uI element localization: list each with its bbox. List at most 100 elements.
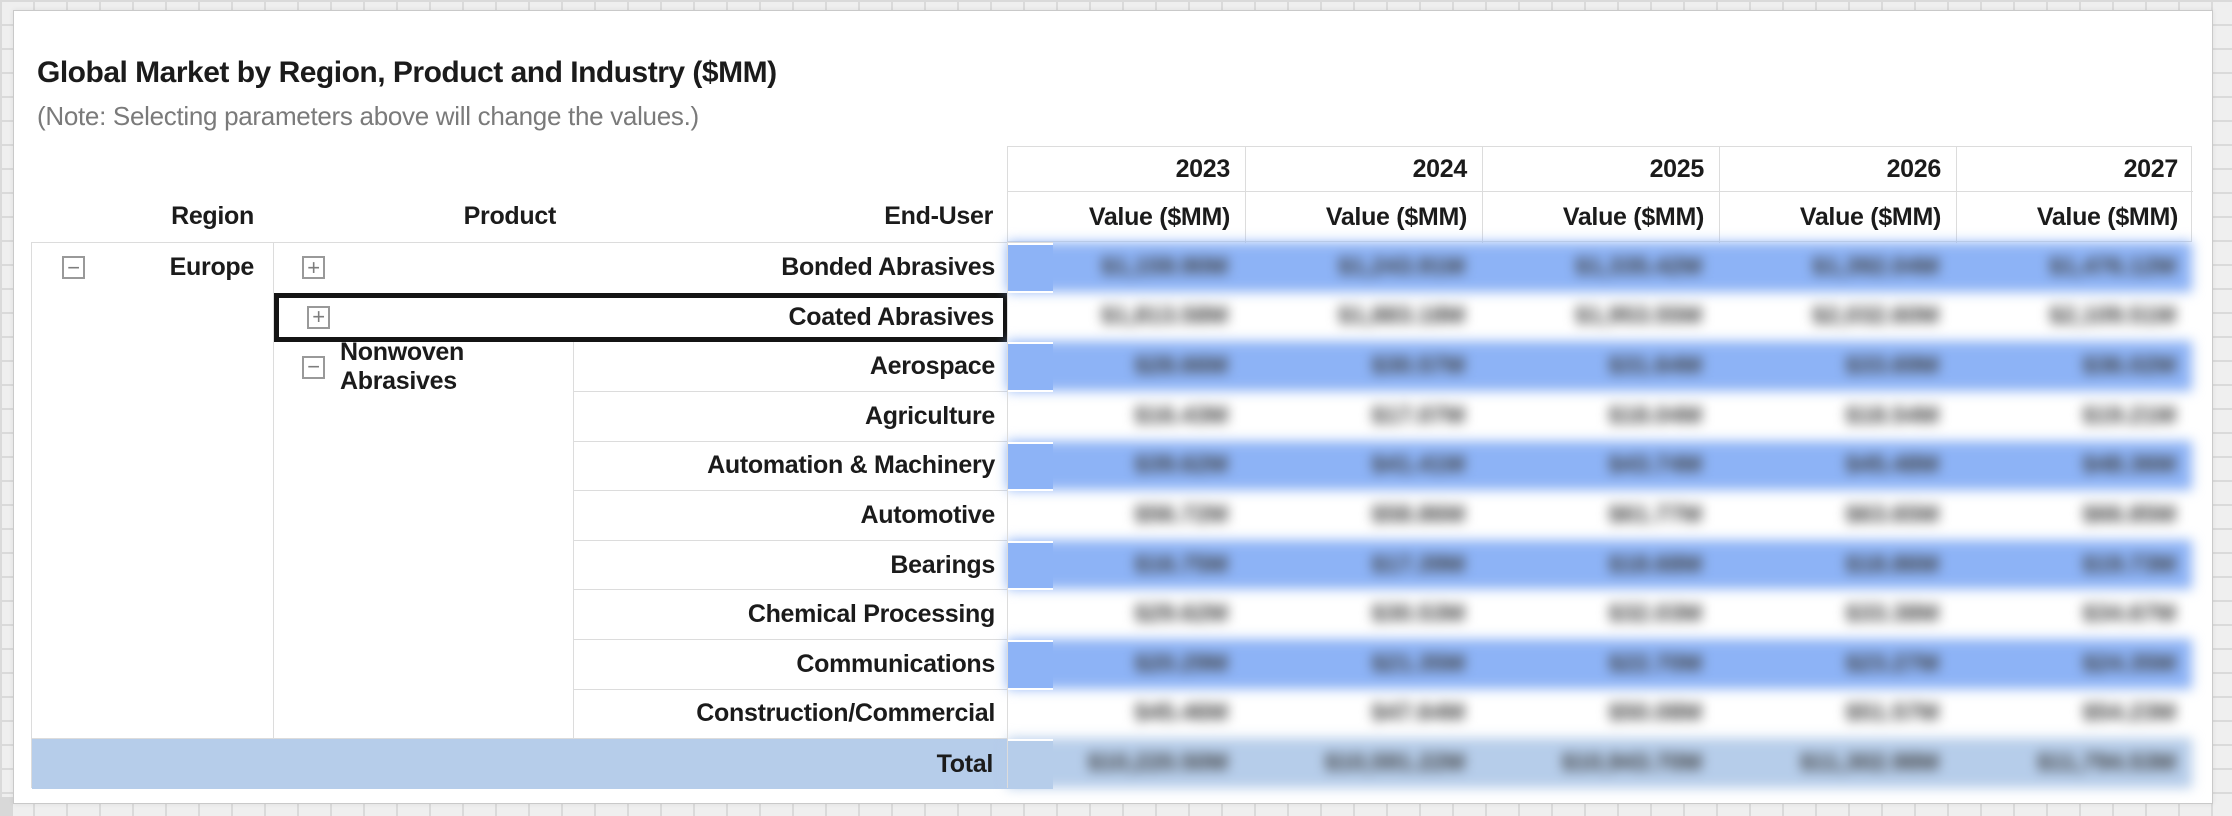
band-strip-segment — [1008, 392, 1053, 442]
value-cell[interactable]: $10,943.70M — [1561, 749, 1702, 777]
collapse-product-button[interactable]: − — [302, 355, 325, 379]
value-cell[interactable]: $47.64M — [1371, 699, 1465, 727]
value-cell[interactable]: $18.68M — [1608, 550, 1702, 578]
collapse-region-button[interactable]: − — [62, 256, 85, 280]
value-cell[interactable]: $30.57M — [1371, 352, 1465, 380]
year-header-2024[interactable]: 2024 — [1245, 147, 1482, 192]
year-header-2027[interactable]: 2027 — [1956, 147, 2193, 192]
end-user-cell[interactable]: Automotive — [574, 491, 1008, 541]
value-cell[interactable]: $10,591.22M — [1324, 749, 1465, 777]
value-cell[interactable]: $41.41M — [1371, 451, 1465, 479]
band-strip-segment — [1008, 342, 1053, 392]
value-row: $45.46M $47.64M $50.08M $51.57M $54.23M — [1007, 689, 2192, 739]
measure-header: Value ($MM) — [1245, 192, 1482, 243]
value-cell[interactable]: $54.23M — [2082, 699, 2176, 727]
value-row: $16.75M $17.39M $18.68M $18.86M $19.73M — [1007, 539, 2192, 590]
value-row: $1,159.90M $1,243.91M $1,335.42M $1,392.04M… — [1007, 242, 2192, 292]
value-cell[interactable]: $50.08M — [1608, 699, 1702, 727]
value-cell[interactable]: $61.77M — [1608, 500, 1702, 528]
end-user-cell[interactable]: Chemical Processing — [574, 590, 1008, 640]
value-cell[interactable]: $1,392.04M — [1812, 252, 1939, 280]
expand-product-button[interactable]: + — [302, 256, 325, 280]
value-cell[interactable]: $45.48M — [1845, 451, 1939, 479]
value-cell[interactable]: $1,953.55M — [1575, 302, 1702, 330]
end-user-cell[interactable]: Communications — [574, 640, 1008, 690]
scroll-corner — [0, 797, 13, 816]
value-cell[interactable]: $1,476.12M — [2049, 252, 2176, 280]
value-row: $28.66M $30.57M $31.64M $33.69M $36.02M — [1007, 341, 2192, 391]
value-cell[interactable]: $34.67M — [2082, 600, 2176, 628]
value-cell[interactable]: $43.74M — [1608, 451, 1702, 479]
value-cell[interactable]: $23.27M — [1845, 649, 1939, 677]
value-cell[interactable]: $2,109.51M — [2049, 302, 2176, 330]
value-cell[interactable]: $20.29M — [1134, 649, 1228, 677]
value-cell[interactable]: $56.72M — [1134, 500, 1228, 528]
value-cell[interactable]: $66.85M — [2082, 500, 2176, 528]
product-label: Coated Abrasives — [788, 302, 995, 331]
value-cell[interactable]: $18.86M — [1845, 550, 1939, 578]
value-cell[interactable]: $29.62M — [1134, 600, 1228, 628]
pivot-row-headers: − Europe + Bonded Abrasives + Coated Abr… — [31, 242, 1008, 789]
value-cell[interactable]: $16.75M — [1134, 550, 1228, 578]
value-cell[interactable]: $33.38M — [1845, 600, 1939, 628]
value-cell[interactable]: $1,159.90M — [1101, 252, 1228, 280]
value-cell[interactable]: $19.73M — [2082, 550, 2176, 578]
value-cell[interactable]: $30.53M — [1371, 600, 1465, 628]
product-group-label: Nonwoven Abrasives — [340, 338, 464, 396]
value-cell[interactable]: $21.35M — [1371, 649, 1465, 677]
value-cell[interactable]: $17.07M — [1371, 401, 1465, 429]
value-cell[interactable]: $48.36M — [2082, 451, 2176, 479]
value-cell[interactable]: $51.57M — [1845, 699, 1939, 727]
product-row-coated-abrasives-selected[interactable]: + Coated Abrasives — [274, 292, 1008, 343]
end-user-cell[interactable]: Construction/Commercial — [574, 690, 1008, 740]
band-strip-segment — [1008, 590, 1053, 640]
end-user-cell[interactable]: Automation & Machinery — [574, 442, 1008, 492]
pivot-column-headers: 2023 2024 2025 2026 2027 Value ($MM) Val… — [1007, 146, 2193, 243]
value-cell[interactable]: $58.86M — [1371, 500, 1465, 528]
value-row: $39.62M $41.41M $43.74M $45.48M $48.36M — [1007, 440, 2192, 491]
value-cell[interactable]: $28.66M — [1134, 352, 1228, 380]
value-cell[interactable]: $22.70M — [1608, 649, 1702, 677]
value-cell[interactable]: $39.62M — [1134, 451, 1228, 479]
measure-header: Value ($MM) — [1719, 192, 1956, 243]
end-user-cell[interactable]: Aerospace — [574, 342, 1008, 392]
value-cell[interactable]: $10,220.50M — [1087, 749, 1228, 777]
value-cell[interactable]: $33.69M — [1845, 352, 1939, 380]
value-cell[interactable]: $11,302.98M — [1800, 749, 1939, 777]
year-header-2025[interactable]: 2025 — [1482, 147, 1719, 192]
expand-product-button[interactable]: + — [307, 305, 330, 329]
value-row: $29.62M $30.53M $32.03M $33.38M $34.67M — [1007, 589, 2192, 639]
band-strip-segment — [1008, 441, 1053, 492]
year-header-2023[interactable]: 2023 — [1008, 147, 1245, 192]
total-row-label: Total — [32, 739, 1008, 789]
value-row: $1,813.58M $1,883.18M $1,953.55M $2,032.60M… — [1007, 292, 2192, 342]
page-note: (Note: Selecting parameters above will c… — [37, 101, 699, 131]
value-cell[interactable]: $1,883.18M — [1338, 302, 1465, 330]
row-band-strip — [1007, 242, 1053, 789]
value-cell[interactable]: $18.54M — [1845, 401, 1939, 429]
value-cell[interactable]: $11,794.53M — [2037, 749, 2176, 777]
pivot-values-area: $1,159.90M $1,243.91M $1,335.42M $1,392.04M… — [1007, 242, 2192, 789]
value-cell[interactable]: $1,243.91M — [1338, 252, 1465, 280]
value-cell[interactable]: $24.35M — [2082, 649, 2176, 677]
value-cell[interactable]: $36.02M — [2082, 352, 2176, 380]
product-row-bonded-abrasives[interactable]: + Bonded Abrasives — [274, 243, 1008, 293]
region-cell-europe: − Europe — [32, 243, 274, 740]
end-user-cell[interactable]: Bearings — [574, 541, 1008, 591]
value-cell[interactable]: $18.04M — [1608, 401, 1702, 429]
value-cell[interactable]: $17.39M — [1371, 550, 1465, 578]
value-cell[interactable]: $32.03M — [1608, 600, 1702, 628]
band-strip-segment — [1008, 540, 1053, 591]
year-header-2026[interactable]: 2026 — [1719, 147, 1956, 192]
end-user-cell[interactable]: Agriculture — [574, 392, 1008, 442]
blurred-values-grid: $1,159.90M $1,243.91M $1,335.42M $1,392.04M… — [1007, 242, 2192, 788]
value-cell[interactable]: $63.65M — [1845, 500, 1939, 528]
value-cell[interactable]: $2,032.60M — [1812, 302, 1939, 330]
value-cell[interactable]: $1,335.42M — [1575, 252, 1702, 280]
value-cell[interactable]: $45.46M — [1134, 699, 1228, 727]
value-cell[interactable]: $31.64M — [1608, 352, 1702, 380]
value-cell[interactable]: $16.43M — [1134, 401, 1228, 429]
band-strip-segment — [1008, 293, 1053, 343]
value-cell[interactable]: $19.21M — [2082, 401, 2176, 429]
value-cell[interactable]: $1,813.58M — [1101, 302, 1228, 330]
